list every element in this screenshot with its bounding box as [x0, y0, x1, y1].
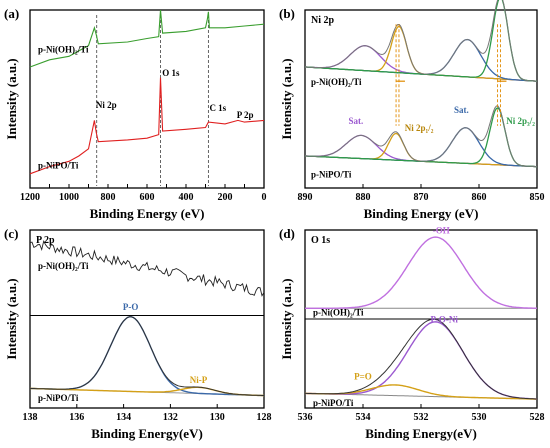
annotation-sat: Sat.	[349, 116, 364, 126]
spectrum-top	[29, 240, 265, 297]
panel-frame	[29, 229, 265, 409]
panel-title: Ni 2p	[311, 15, 335, 26]
panel-letter: (c)	[4, 226, 18, 241]
x-tick-label: 132	[163, 412, 178, 423]
envelope	[305, 318, 537, 400]
panel-title: O 1s	[311, 235, 330, 246]
fit-peak-bottom	[305, 321, 537, 400]
envelope	[29, 316, 264, 396]
annotation-c1s: C 1s	[209, 103, 226, 113]
fit-peak-top	[305, 38, 538, 82]
x-tick-label: 870	[414, 192, 429, 203]
x-tick-label: 532	[414, 412, 429, 423]
annotation-sat: Sat.	[454, 105, 469, 115]
series-label: p-NiPO/Ti	[38, 393, 79, 403]
envelope-bottom	[304, 105, 537, 168]
x-axis-title: Binding Energy(eV)	[91, 426, 203, 441]
x-tick-label: 1200	[20, 192, 40, 203]
series-label: p-Ni(OH)₂/Ti	[313, 307, 364, 317]
series-label: p-NiPO/Ti	[38, 160, 79, 170]
x-tick-label: 534	[356, 412, 371, 423]
annotation-o1s: O 1s	[162, 68, 180, 78]
annotation-p-eq-o: P=O	[354, 372, 372, 382]
x-tick-label: 880	[356, 192, 371, 203]
fit-peak-bottom	[305, 384, 537, 400]
x-tick-label: 600	[140, 192, 155, 203]
x-tick-label: 890	[298, 192, 313, 203]
envelope-top	[305, 0, 538, 82]
panel-letter: (b)	[279, 6, 295, 21]
x-tick-label: 860	[472, 192, 487, 203]
x-tick-label: 528	[530, 412, 545, 423]
panel-title: P 2p	[36, 235, 55, 246]
x-tick-label: 200	[218, 192, 233, 203]
series-label: p-Ni(OH)₂/Ti	[311, 77, 362, 87]
x-tick-label: 138	[23, 412, 38, 423]
annotation-ni2p12: Ni 2p₁/₂	[405, 123, 434, 133]
annotation-ni2p32: Ni 2p₃/₂	[506, 116, 535, 126]
x-tick-label: 1000	[59, 192, 79, 203]
annotation-ni2p: Ni 2p	[96, 100, 117, 110]
x-tick-label: 536	[298, 412, 313, 423]
fit-peak	[29, 316, 264, 397]
x-tick-label: 136	[69, 412, 84, 423]
annotation-ni-p: Ni-P	[190, 375, 208, 385]
series-label: p-Ni(OH)₂/Ti	[38, 44, 89, 54]
series-label: p-NiPO/Ti	[311, 169, 352, 179]
annotation-p-o: P-O	[123, 302, 139, 312]
fit-peak-top	[305, 0, 538, 82]
x-tick-label: 128	[257, 412, 272, 423]
series-label: p-Ni(OH)₂/Ti	[38, 261, 89, 271]
series-label: p-NiPO/Ti	[313, 398, 354, 408]
fit-peak-top	[305, 236, 537, 309]
y-axis-title: Intensity (a.u.)	[4, 278, 19, 359]
series-line-nipo	[29, 77, 265, 175]
annotation-oh: -OH	[433, 226, 450, 236]
annotation-p-o-ni: P-O-Ni	[430, 315, 458, 325]
x-tick-label: 400	[179, 192, 194, 203]
x-tick-label: 530	[472, 412, 487, 423]
x-tick-label: 130	[210, 412, 225, 423]
y-axis-title: Intensity (a.u.)	[279, 278, 294, 359]
panel-letter: (d)	[279, 226, 295, 241]
x-axis-title: Binding Energy (eV)	[90, 206, 205, 221]
panel-letter: (a)	[4, 6, 19, 21]
y-axis-title: Intensity (a.u.)	[279, 58, 294, 139]
x-tick-label: 0	[262, 192, 267, 203]
annotation-p2p: P 2p	[237, 110, 254, 120]
x-tick-label: 800	[101, 192, 116, 203]
x-tick-label: 134	[116, 412, 131, 423]
x-axis-title: Binding Energy (eV)	[364, 206, 479, 221]
x-axis-title: Binding Energy(eV)	[365, 426, 477, 441]
x-tick-label: 850	[530, 192, 545, 203]
series-line-ni-oh2	[29, 9, 265, 68]
y-axis-title: Intensity (a.u.)	[4, 58, 19, 139]
